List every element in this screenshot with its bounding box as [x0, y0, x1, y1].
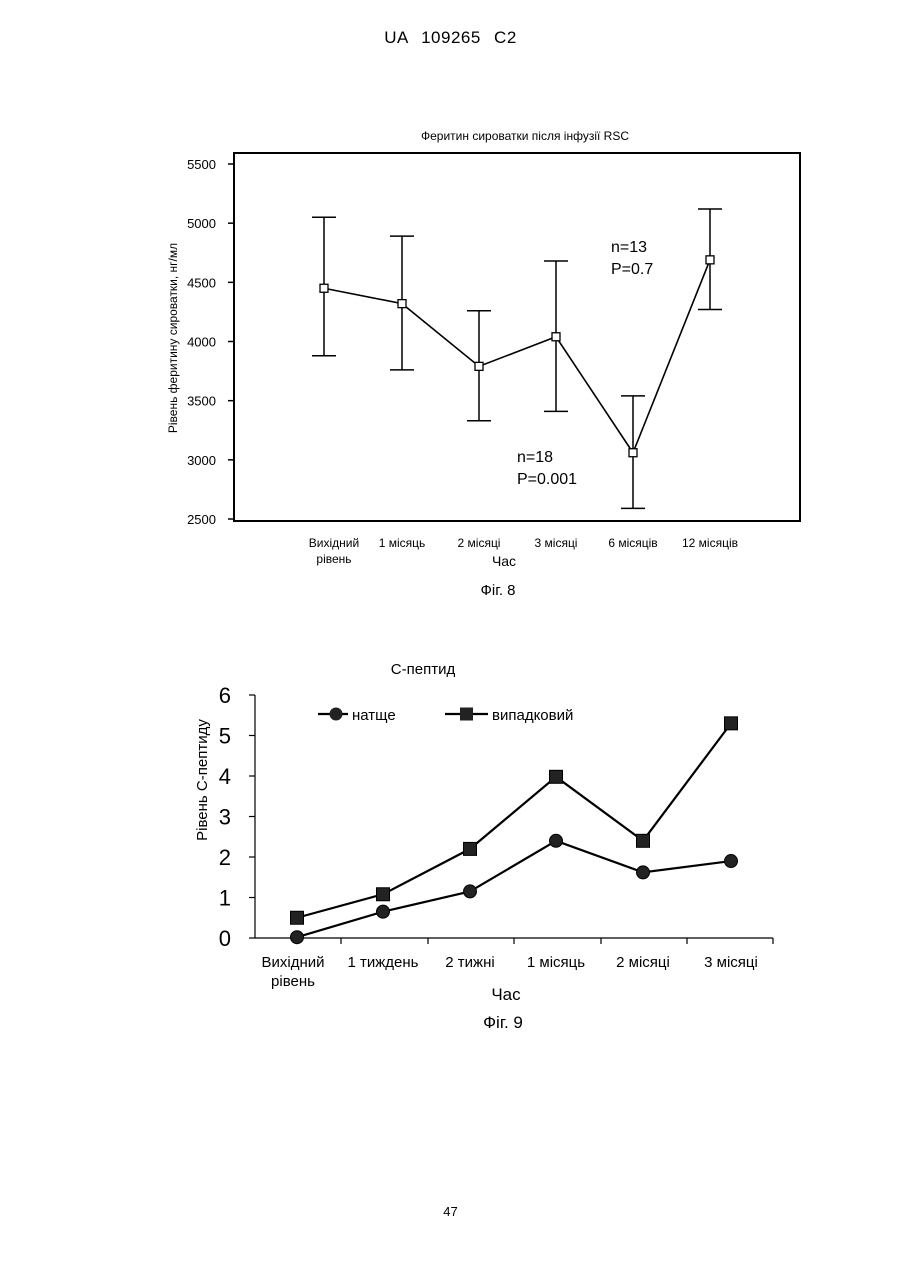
x-tick-label: 2 місяці: [458, 536, 501, 550]
x-tick-label: 1 місяць: [527, 954, 585, 971]
y-tick-label: 3: [219, 805, 231, 830]
y-tick-label: 2: [219, 845, 231, 870]
data-point-fasting: [377, 905, 390, 918]
chart-title: Феритин сироватки після інфузії RSC: [421, 129, 629, 143]
x-tick-label: 1 тиждень: [348, 954, 419, 971]
y-tick-label: 2500: [187, 512, 216, 527]
x-tick-label: 2 місяці: [616, 954, 670, 971]
y-tick-label: 5: [219, 724, 231, 749]
data-point: [320, 284, 328, 292]
y-tick-label: 4: [219, 764, 231, 789]
y-tick-label: 1: [219, 886, 231, 911]
x-tick-label: 3 місяці: [535, 536, 578, 550]
data-point: [552, 333, 560, 341]
legend-label-fasting: натще: [352, 707, 396, 724]
x-tick-label: 6 місяців: [608, 536, 657, 550]
x-tick-label: 1 місяць: [379, 536, 426, 550]
data-point-fasting: [291, 931, 304, 944]
data-point-fasting: [725, 855, 738, 868]
ferritin-chart: Феритин сироватки після інфузії RSC 2500 3…: [0, 120, 901, 610]
series-line-fasting: [297, 841, 731, 937]
legend-marker-random: [460, 708, 473, 721]
data-point: [475, 362, 483, 370]
x-tick-label: Вихіднийрівень: [261, 954, 324, 990]
patent-header: UA 109265 C2: [0, 28, 901, 48]
y-tick-label: 5500: [187, 157, 216, 172]
data-point-random: [725, 717, 738, 730]
data-point-random: [550, 770, 563, 783]
legend-label-random: випадковий: [492, 707, 573, 724]
data-point-random: [464, 842, 477, 855]
data-point-random: [377, 888, 390, 901]
data-point: [398, 300, 406, 308]
data-point-fasting: [464, 885, 477, 898]
figure-caption: Фіг. 9: [483, 1013, 523, 1032]
data-point-fasting: [550, 834, 563, 847]
x-tick-label: Вихіднийрівень: [309, 536, 359, 566]
y-axis-label: Рівень С-пептиду: [194, 719, 211, 841]
x-axis-label: Час: [491, 985, 521, 1004]
y-tick-label: 4500: [187, 275, 216, 290]
data-point-random: [291, 911, 304, 924]
series-line: [324, 260, 710, 453]
y-tick-label: 4000: [187, 335, 216, 350]
y-tick-label: 0: [219, 926, 231, 951]
data-point-random: [637, 834, 650, 847]
y-tick-label: 5000: [187, 216, 216, 231]
y-tick-label: 3000: [187, 453, 216, 468]
y-tick-label: 3500: [187, 394, 216, 409]
annotation-n13: n=13P=0.7: [611, 239, 653, 278]
page-number: 47: [0, 1204, 901, 1219]
x-axis-label: Час: [492, 553, 516, 569]
y-axis-label: Рівень феритину сироватки, нг/мл: [166, 243, 180, 433]
x-tick-label: 12 місяців: [682, 536, 738, 550]
chart-title: С-пептид: [391, 661, 456, 678]
annotation-n18: n=18P=0.001: [517, 449, 577, 488]
c-peptide-chart: С-пептид 0 1 2 3 4 5 6 Рівень С-пептиду натще випа…: [0, 650, 901, 1050]
legend-marker-fasting: [330, 708, 343, 721]
figure-caption: Фіг. 8: [480, 582, 515, 599]
series-line-random: [297, 723, 731, 917]
x-tick-label: 3 місяці: [704, 954, 758, 971]
data-point: [706, 256, 714, 264]
data-point: [629, 449, 637, 457]
data-point-fasting: [637, 866, 650, 879]
y-tick-label: 6: [219, 683, 231, 708]
x-tick-label: 2 тижні: [445, 954, 494, 971]
